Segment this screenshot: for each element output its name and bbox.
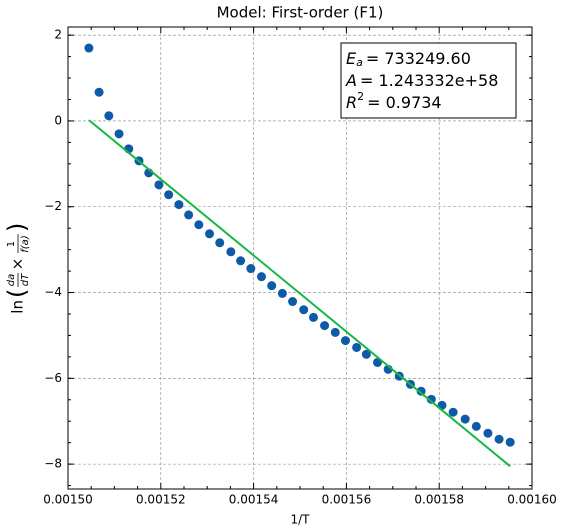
x-tick-label: 0.00156 xyxy=(322,493,372,507)
point xyxy=(104,111,114,121)
y-tick-label: −4 xyxy=(44,285,62,299)
y-axis-label: ln ( da dT × 1 f(a) ) xyxy=(3,223,31,314)
point xyxy=(416,386,426,396)
y-label-part: × xyxy=(9,258,27,271)
point xyxy=(267,281,277,291)
point xyxy=(256,272,266,282)
annotation-part: A xyxy=(345,71,357,90)
annotation: A = 1.243332e+58 xyxy=(345,71,498,90)
annotation-part: E xyxy=(346,49,357,68)
fit-line xyxy=(88,119,511,468)
y-label-fn: ln xyxy=(9,300,27,314)
plot-frame xyxy=(67,26,533,490)
point xyxy=(320,321,330,331)
point xyxy=(340,336,350,346)
point xyxy=(226,247,236,257)
point xyxy=(308,312,318,322)
chart-title: Model: First-order (F1) xyxy=(217,4,384,22)
point xyxy=(246,264,256,274)
x-tick-label: 0.00160 xyxy=(507,493,557,507)
annotation: Ea = 733249.60 xyxy=(346,49,471,70)
y-tick-label: −8 xyxy=(44,457,62,471)
y-label-part: 1 xyxy=(6,241,17,247)
y-tick-label: −2 xyxy=(44,199,62,213)
y-label-part: da xyxy=(6,274,17,286)
point xyxy=(205,229,215,239)
point xyxy=(236,256,246,266)
point xyxy=(277,288,287,298)
y-tick-label: 2 xyxy=(54,28,62,42)
point xyxy=(361,349,371,359)
y-tick-label: 0 xyxy=(54,113,62,127)
annotation-part: = 733249.60 xyxy=(366,49,471,68)
point xyxy=(184,210,194,220)
point xyxy=(330,327,340,337)
point xyxy=(164,190,174,200)
x-tick-label: 0.00154 xyxy=(229,493,279,507)
annotation-box xyxy=(340,42,517,119)
y-tick-label: −6 xyxy=(44,371,62,385)
point xyxy=(114,129,124,139)
point xyxy=(471,421,481,431)
annotation-part: R xyxy=(346,93,357,112)
y-label-paren: ( xyxy=(3,289,31,298)
x-tick-label: 0.00150 xyxy=(43,493,93,507)
point xyxy=(288,297,298,307)
x-axis-label: 1/T xyxy=(290,513,310,527)
point xyxy=(215,238,225,248)
y-label-part: f(a) xyxy=(20,235,31,252)
point xyxy=(426,394,436,404)
point xyxy=(460,414,470,424)
point xyxy=(84,43,94,53)
annotation-part: 2 xyxy=(357,90,364,103)
x-tick-label: 0.00158 xyxy=(414,493,464,507)
point xyxy=(299,305,309,315)
point xyxy=(174,200,184,210)
annotation-part: = 0.9734 xyxy=(367,93,441,112)
point xyxy=(94,87,104,97)
y-label-paren: ) xyxy=(3,223,31,232)
point xyxy=(154,180,164,190)
point xyxy=(483,428,493,438)
y-label-part: dT xyxy=(20,273,31,286)
point xyxy=(494,434,504,444)
annotation: R2 = 0.9734 xyxy=(346,90,442,112)
x-tick-label: 0.00152 xyxy=(136,493,186,507)
point xyxy=(352,342,362,352)
point xyxy=(194,220,204,230)
point xyxy=(505,437,515,447)
annotation-part: a xyxy=(356,56,363,69)
annotation-part: = 1.243332e+58 xyxy=(360,71,498,90)
point xyxy=(448,407,458,417)
